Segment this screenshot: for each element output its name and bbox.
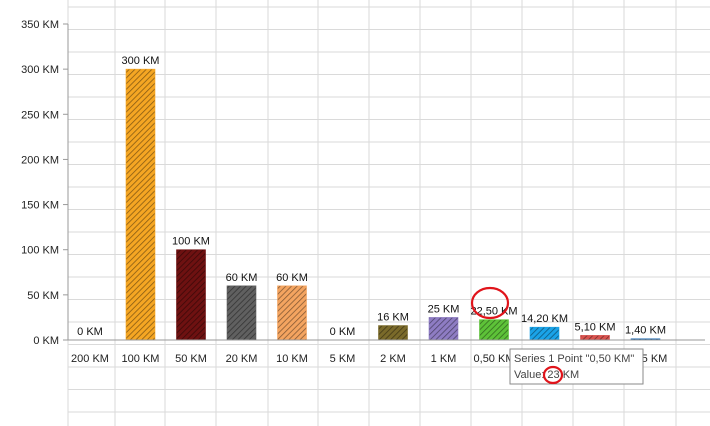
- data-label: 0 KM: [77, 326, 103, 338]
- tooltip-box: [509, 348, 644, 385]
- bar[interactable]: [479, 319, 509, 341]
- x-tick-label: 2 KM: [380, 353, 406, 365]
- spreadsheet-grid: [67, 0, 710, 426]
- bar[interactable]: [277, 285, 307, 341]
- y-axis: 0 KM 50 KM 100 KM 150 KM 200 KM 250 KM 300 KM 3…: [21, 19, 69, 347]
- data-label: 300 KM: [122, 55, 160, 67]
- red-circle-annotation: [470, 286, 510, 320]
- x-tick-label: 50 KM: [175, 353, 207, 365]
- data-label: 60 KM: [226, 272, 258, 284]
- data-label: 60 KM: [276, 272, 308, 284]
- data-label: 16 KM: [377, 312, 409, 324]
- data-label: 100 KM: [172, 236, 210, 248]
- red-circle-annotation: [542, 365, 564, 385]
- y-tick-label: 350 KM: [21, 19, 59, 31]
- data-label: 1,40 KM: [625, 325, 666, 337]
- y-tick-label: 300 KM: [21, 64, 59, 76]
- data-label: 25 KM: [428, 303, 460, 315]
- bar[interactable]: [580, 335, 610, 341]
- data-label: 5,10 KM: [575, 321, 616, 333]
- y-tick-label: 0 KM: [33, 335, 59, 347]
- y-tick-label: 200 KM: [21, 154, 59, 166]
- bars-group: 0 KM 300 KM 100 KM 60 KM 60 KM 0 KM 16 KM 25 KM…: [77, 55, 666, 341]
- bar[interactable]: [529, 326, 560, 341]
- tooltip: Series 1 Point "0,50 KM" Value: 23 KM: [509, 348, 644, 385]
- x-tick-label: 1 KM: [431, 353, 457, 365]
- y-tick-label: 150 KM: [21, 200, 59, 212]
- annotations: [470, 286, 564, 385]
- data-label: 14,20 KM: [521, 313, 568, 325]
- tooltip-line2: Value: 23 KM: [514, 369, 579, 381]
- x-axis: 200 KM 100 KM 50 KM 20 KM 10 KM 5 KM 2 KM 1 KM 0…: [68, 339, 705, 365]
- x-tick-label: 20 KM: [226, 353, 258, 365]
- data-label: 0 KM: [330, 326, 356, 338]
- x-tick-label: 200 KM: [71, 353, 109, 365]
- bar[interactable]: [125, 68, 156, 341]
- x-tick-label: 100 KM: [122, 353, 160, 365]
- bar[interactable]: [226, 285, 257, 341]
- y-tick-label: 100 KM: [21, 245, 59, 257]
- x-tick-label: 5 KM: [330, 353, 356, 365]
- x-tick-label: 5 KM: [642, 353, 668, 365]
- y-tick-label: 50 KM: [27, 290, 59, 302]
- bar[interactable]: [176, 249, 206, 341]
- bar[interactable]: [378, 325, 408, 341]
- x-tick-label: 0,50 KM: [474, 353, 515, 365]
- x-tick-label: 10 KM: [276, 353, 308, 365]
- bar[interactable]: [428, 317, 459, 341]
- y-tick-label: 250 KM: [21, 109, 59, 121]
- tooltip-line1: Series 1 Point "0,50 KM": [514, 353, 634, 365]
- data-label: 22,50 KM: [470, 306, 517, 318]
